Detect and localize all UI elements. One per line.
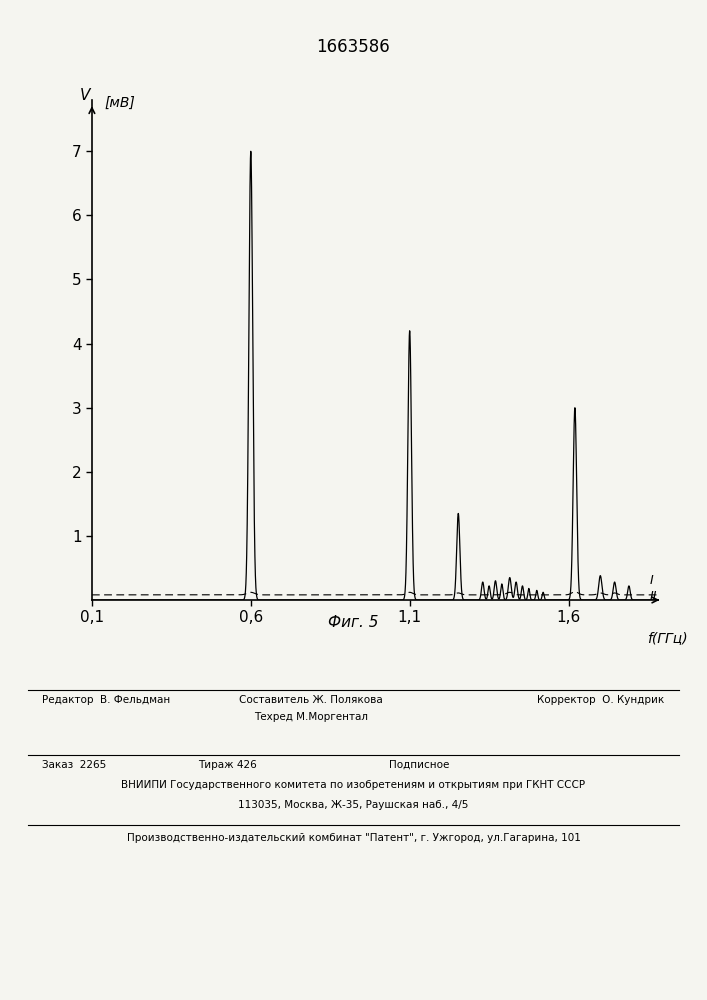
Text: Заказ  2265: Заказ 2265: [42, 760, 107, 770]
Text: [мВ]: [мВ]: [105, 96, 135, 110]
Text: ВНИИПИ Государственного комитета по изобретениям и открытиям при ГКНТ СССР: ВНИИПИ Государственного комитета по изоб…: [122, 780, 585, 790]
Text: Производственно-издательский комбинат "Патент", г. Ужгород, ул.Гагарина, 101: Производственно-издательский комбинат "П…: [127, 833, 580, 843]
Text: Составитель Ж. Полякова: Составитель Ж. Полякова: [239, 695, 383, 705]
Text: Фиг. 5: Фиг. 5: [328, 615, 379, 630]
Text: Подписное: Подписное: [389, 760, 449, 770]
Text: f(ГГц): f(ГГц): [647, 631, 687, 645]
Text: 1663586: 1663586: [317, 38, 390, 56]
Text: Тираж 426: Тираж 426: [198, 760, 257, 770]
Text: V: V: [80, 88, 90, 103]
Text: 113035, Москва, Ж-35, Раушская наб., 4/5: 113035, Москва, Ж-35, Раушская наб., 4/5: [238, 800, 469, 810]
Text: Техред М.Моргентал: Техред М.Моргентал: [254, 712, 368, 722]
Text: II: II: [650, 590, 657, 603]
Text: I: I: [650, 574, 653, 587]
Text: Корректор  О. Кундрик: Корректор О. Кундрик: [537, 695, 665, 705]
Text: Редактор  В. Фельдман: Редактор В. Фельдман: [42, 695, 170, 705]
